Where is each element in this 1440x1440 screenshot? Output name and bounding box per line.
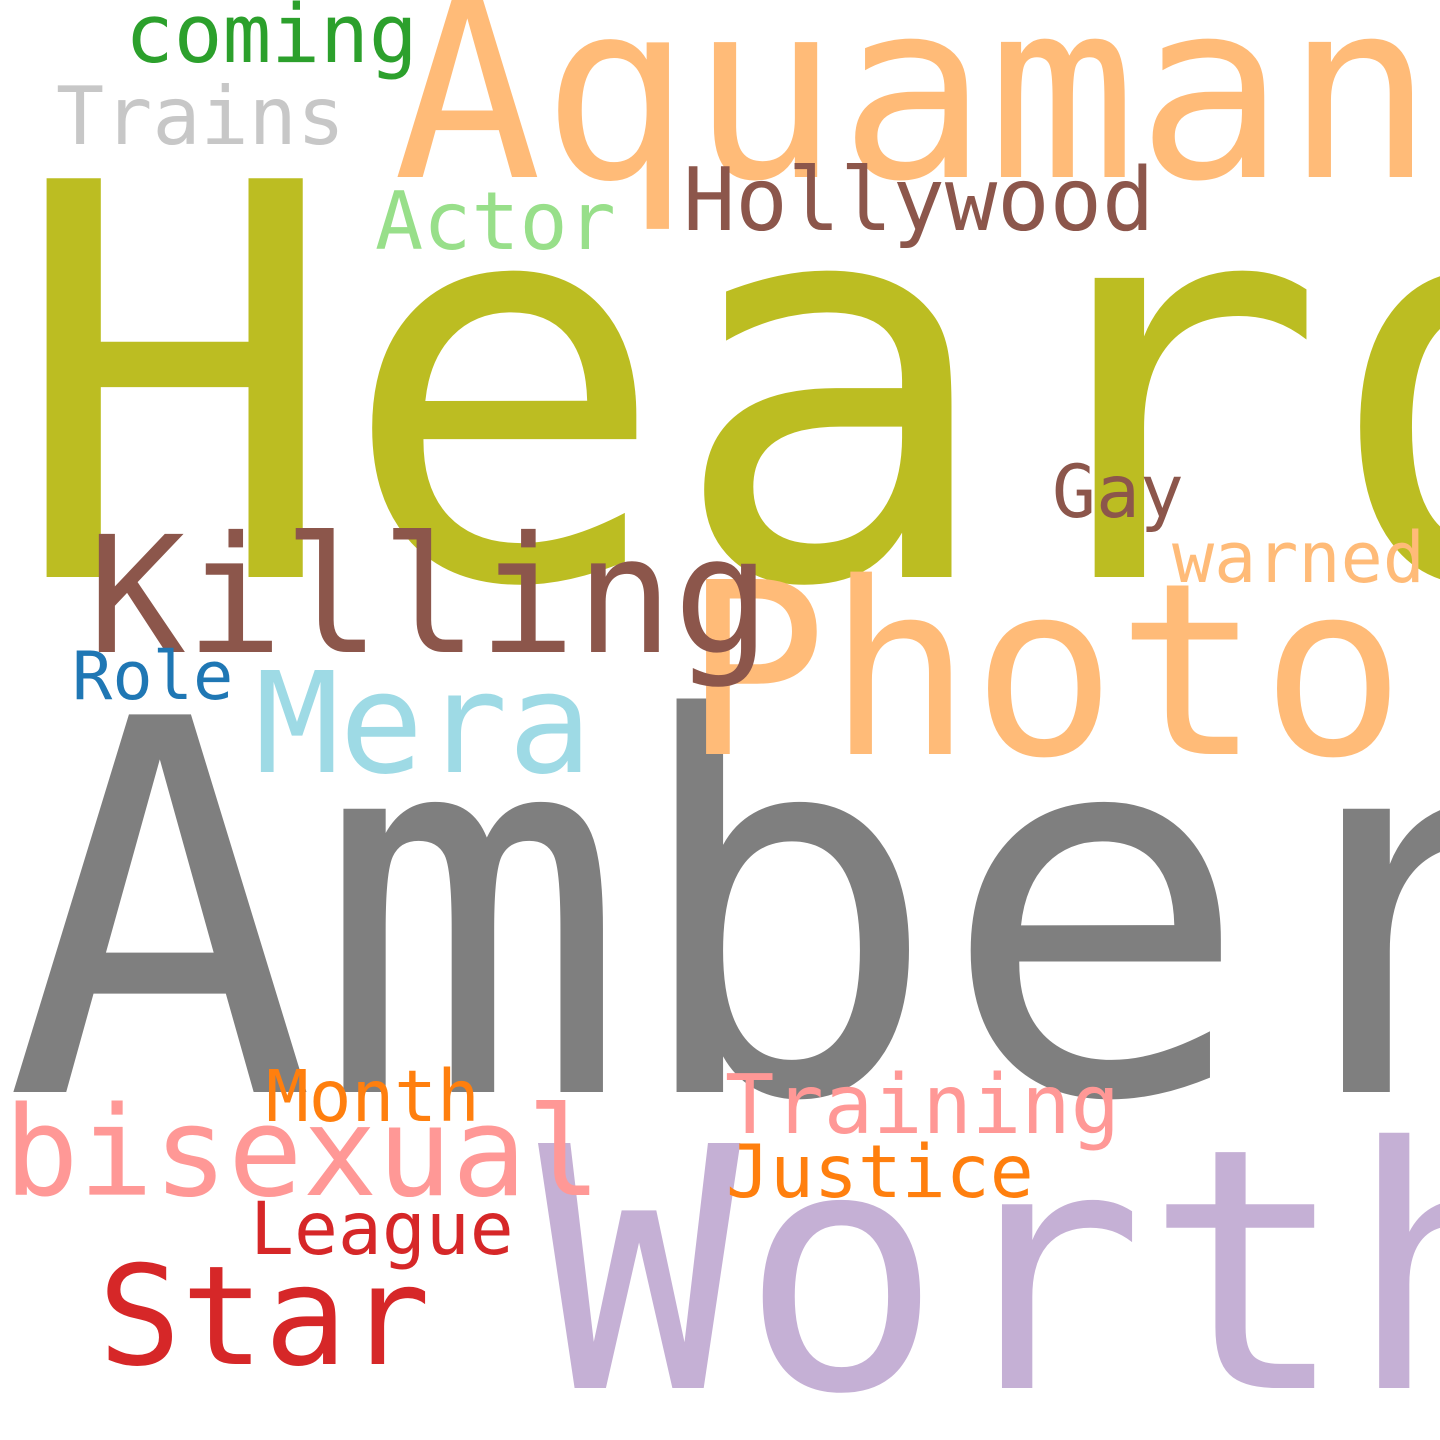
- word-league: League: [250, 1187, 514, 1272]
- word-amber: Amber: [4, 612, 1440, 1215]
- word-aquaman: Aquaman: [393, 0, 1434, 236]
- word-actor: Actor: [375, 175, 616, 268]
- word-trains: Trains: [56, 70, 345, 163]
- word-star: Star: [98, 1236, 431, 1397]
- word-worth: Worth: [538, 1077, 1440, 1440]
- word-coming: coming: [125, 0, 418, 82]
- word-role: Role: [72, 637, 234, 715]
- word-killing: Killing: [88, 503, 771, 691]
- word-bisexual: bisexual: [4, 1081, 602, 1225]
- word-hollywood: Hollywood: [683, 149, 1155, 251]
- word-photo: Photo: [683, 531, 1406, 811]
- word-mera: Mera: [255, 643, 593, 806]
- word-warned: warned: [1172, 517, 1425, 599]
- word-heard: Heard: [10, 70, 1440, 707]
- word-justice: Justice: [726, 1130, 1034, 1215]
- word-training: Training: [725, 1058, 1120, 1153]
- word-month: Month: [266, 1055, 480, 1138]
- word-gay: Gay: [1052, 450, 1184, 535]
